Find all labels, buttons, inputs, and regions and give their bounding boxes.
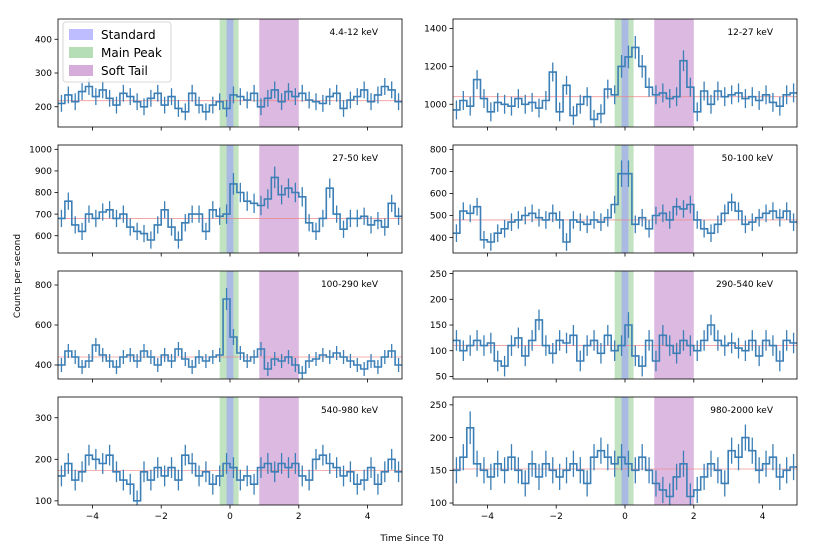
soft-tail-span: [654, 19, 694, 127]
y-tick-label: 900: [35, 167, 52, 177]
soft-tail-span: [259, 397, 299, 505]
y-tick-label: 1000: [424, 100, 447, 110]
y-tick-label: 100: [430, 499, 447, 509]
y-tick-label: 600: [35, 232, 52, 242]
data-series: [58, 444, 402, 505]
panel-row3-left: 400 600 800 100-290 keV: [35, 270, 403, 383]
standard-span: [226, 397, 234, 505]
legend-label-standard: Standard: [101, 28, 156, 42]
energy-band-label: 290-540 keV: [716, 280, 774, 290]
y-tick-label: 250: [430, 401, 447, 411]
panel-bottom-left: 100 200 300 −4 −2 0 2 4 540-980 keV: [35, 396, 403, 522]
x-tick-label: 2: [296, 512, 302, 522]
y-tick-label: 1400: [424, 25, 447, 35]
y-tick-label: 200: [35, 103, 52, 113]
step-line: [58, 85, 402, 113]
y-tick-label: 100: [430, 347, 447, 357]
step-line: [453, 319, 797, 367]
y-tick-label: 400: [35, 35, 52, 45]
y-tick-label: 400: [35, 361, 52, 371]
y-tick-label: 700: [35, 210, 52, 220]
data-series: [453, 36, 797, 127]
y-axis-label: Counts per second: [13, 234, 23, 318]
step-line: [58, 454, 402, 502]
y-tick-label: 600: [430, 190, 447, 200]
x-tick-label: −2: [550, 512, 563, 522]
y-tick-label: 600: [35, 321, 52, 331]
step-line: [58, 298, 402, 374]
data-series: [58, 166, 402, 249]
x-tick-label: −2: [155, 512, 168, 522]
standard-span: [621, 397, 629, 505]
step-line: [453, 46, 797, 121]
x-tick-label: −4: [86, 512, 100, 522]
x-tick-label: 2: [691, 512, 697, 522]
y-tick-label: 250: [430, 270, 447, 280]
standard-span: [621, 19, 629, 127]
energy-band-label: 4.4-12 keV: [330, 28, 379, 38]
legend: Standard Main Peak Soft Tail: [62, 21, 172, 83]
soft-tail-span: [654, 271, 694, 379]
y-tick-label: 800: [35, 281, 52, 291]
x-axis-label: Time Since T0: [379, 534, 444, 544]
legend-label-soft-tail: Soft Tail: [101, 64, 148, 78]
step-line: [453, 172, 797, 243]
y-tick-label: 200: [430, 295, 447, 305]
x-tick-label: −4: [481, 512, 495, 522]
x-tick-label: 4: [365, 512, 371, 522]
data-series: [453, 160, 797, 251]
y-tick-label: 300: [35, 69, 52, 79]
legend-swatch-soft-tail: [69, 65, 93, 76]
y-tick-label: 150: [430, 321, 447, 331]
legend-swatch-standard: [69, 29, 93, 40]
y-tick-label: 100: [35, 497, 52, 507]
y-tick-label: 700: [430, 168, 447, 178]
y-tick-label: 1200: [424, 63, 447, 73]
y-tick-label: 150: [430, 467, 447, 477]
y-tick-label: 200: [430, 434, 447, 444]
panel-top-left: 200 300 400 4.4-12 keV: [35, 18, 403, 131]
y-tick-label: 300: [35, 414, 52, 424]
energy-band-label: 980-2000 keV: [710, 406, 774, 416]
x-tick-label: 0: [227, 512, 233, 522]
energy-band-label: 27-50 keV: [332, 154, 378, 164]
y-tick-label: 400: [430, 234, 447, 244]
data-series: [453, 411, 797, 505]
x-tick-label: 4: [760, 512, 766, 522]
step-line: [58, 176, 402, 241]
legend-label-main-peak: Main Peak: [101, 46, 162, 60]
y-tick-label: 200: [35, 456, 52, 466]
legend-swatch-main-peak: [69, 47, 93, 58]
y-tick-label: 800: [430, 146, 447, 156]
panel-row2-right: 400 500 600 700 800 50-100 keV: [430, 144, 798, 257]
panel-row2-left: 600 700 800 900 1000 27-50 keV: [29, 144, 403, 257]
data-series: [58, 288, 402, 379]
panel-row3-right: 50 100 150 200 250 290-540 keV: [430, 270, 798, 383]
panel-top-right: 1000 1200 1400 12-27 keV: [424, 18, 798, 131]
energy-band-label: 100-290 keV: [321, 280, 379, 290]
standard-span: [226, 19, 234, 127]
data-series: [453, 309, 797, 377]
energy-band-label: 12-27 keV: [727, 28, 773, 38]
data-series: [58, 78, 402, 121]
panel-bottom-right: 100 150 200 250 −4 −2 0 2 4 980-2000 keV: [430, 396, 798, 522]
y-tick-label: 50: [436, 373, 448, 383]
energy-band-label: 540-980 keV: [321, 406, 379, 416]
y-tick-label: 800: [35, 189, 52, 199]
x-tick-label: 0: [622, 512, 628, 522]
step-line: [453, 427, 797, 498]
energy-band-label: 50-100 keV: [722, 154, 774, 164]
soft-tail-span: [654, 145, 694, 253]
y-tick-label: 1000: [29, 146, 52, 156]
standard-span: [621, 145, 629, 253]
y-tick-label: 500: [430, 212, 447, 222]
soft-tail-span: [259, 19, 299, 127]
